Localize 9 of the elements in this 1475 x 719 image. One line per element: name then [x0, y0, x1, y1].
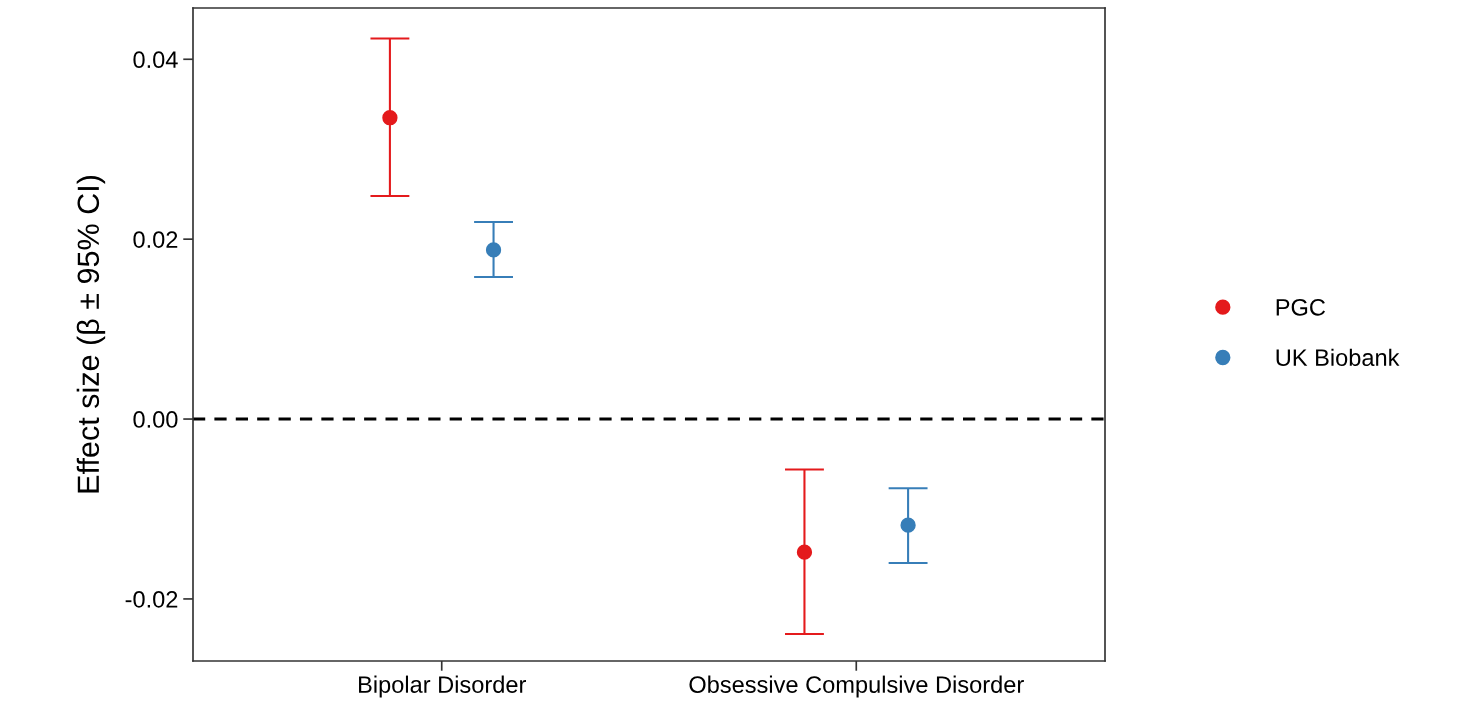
- y-tick-label: 0.00: [133, 411, 178, 428]
- legend-label: UK Biobank: [1276, 348, 1400, 367]
- legend-label: PGC: [1276, 298, 1326, 316]
- y-tick-label: -0.02: [125, 591, 178, 608]
- y-axis-title: Effect size (β ± 95% CI): [76, 176, 106, 493]
- y-tick-label: 0.02: [133, 231, 178, 248]
- x-tick-label: Obsessive Compulsive Disorder: [689, 675, 1024, 698]
- y-tick-label: 0.04: [133, 51, 178, 69]
- x-tick-label: Bipolar Disorder: [359, 675, 526, 698]
